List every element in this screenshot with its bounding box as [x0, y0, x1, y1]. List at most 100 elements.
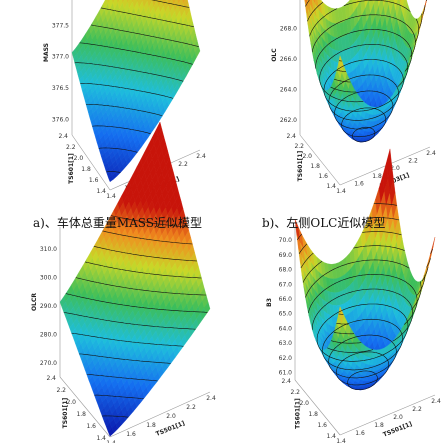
- z-tick-label: 376.0: [52, 116, 69, 123]
- contour-line: [74, 62, 184, 82]
- contour-lines: [74, 0, 199, 173]
- contour-line: [297, 203, 433, 254]
- contour-line: [110, 215, 189, 228]
- y-tick-label: 2.4: [46, 375, 56, 382]
- y-tick-label: 1.4: [96, 435, 106, 442]
- contour-line: [305, 259, 422, 335]
- z-tick-label: 68.0: [279, 267, 293, 274]
- y-axis-line: [59, 376, 111, 438]
- y-tick-label: 1.4: [326, 183, 336, 190]
- contour-line: [71, 332, 184, 347]
- x-tick-label: 1.4: [336, 188, 346, 195]
- x-tick-label: 2.0: [393, 414, 403, 421]
- contour-line: [305, 0, 426, 15]
- y-tick-label: 1.6: [86, 423, 96, 430]
- z-tick-label: 69.0: [279, 252, 293, 259]
- z-tick-label: 376.5: [52, 85, 69, 92]
- surface-patch: [177, 0, 181, 5]
- surface-mesh: [71, 0, 201, 183]
- x-axis-line: [109, 391, 211, 438]
- x-tick-label: 1.6: [355, 430, 365, 437]
- contour-line: [80, 83, 174, 99]
- y-tick-label: 2.0: [302, 153, 312, 160]
- contour-line: [300, 231, 429, 315]
- z-tick-label: 70.0: [279, 237, 293, 244]
- z-tick-label: 63.0: [279, 340, 293, 347]
- z-tick-label: 65.0: [279, 311, 293, 318]
- y-tick-label: 2.0: [299, 400, 309, 407]
- y-tick-label: 2.2: [56, 387, 66, 394]
- x-tick-label: 1.4: [106, 193, 116, 200]
- y-axis-label: TS601[1]: [295, 398, 302, 429]
- z-tick-label: 290.0: [40, 303, 57, 310]
- z-tick-label: 268.0: [280, 26, 297, 33]
- y-tick-label: 2.4: [58, 133, 68, 140]
- x-tick-label: 2.4: [426, 150, 436, 157]
- z-axis-label: OLCR: [31, 293, 38, 311]
- contour-lines: [63, 215, 208, 418]
- x-tick-label: 1.4: [106, 440, 116, 443]
- z-tick-label: 67.0: [279, 281, 293, 288]
- y-tick-label: 1.6: [318, 173, 328, 180]
- z-tick-label: 377.5: [52, 22, 69, 29]
- y-tick-label: 2.4: [286, 133, 296, 140]
- z-tick-label: 64.0: [279, 325, 293, 332]
- contour-line: [63, 312, 196, 330]
- contour-line: [151, 0, 190, 8]
- contour-line: [322, 318, 403, 371]
- contour-lines: [305, 0, 427, 143]
- x-tick-label: 1.8: [146, 422, 156, 429]
- y-tick-label: 1.8: [308, 411, 318, 418]
- z-axis-label: MASS: [43, 43, 50, 62]
- contour-line: [90, 24, 199, 47]
- y-tick-label: 1.8: [81, 166, 91, 173]
- surface-patch: [112, 0, 115, 4]
- z-tick-label: 264.0: [280, 86, 297, 93]
- z-tick-label: 280.0: [40, 331, 57, 338]
- y-tick-label: 2.0: [74, 155, 84, 162]
- contour-line: [302, 245, 426, 325]
- y-axis-label: TS601[1]: [297, 150, 304, 181]
- y-tick-label: 2.2: [66, 144, 76, 151]
- z-tick-label: 377.0: [52, 54, 69, 61]
- caption-b: b)、左侧OLC近似模型: [262, 216, 386, 230]
- x-axis-line: [339, 146, 431, 186]
- contour-line: [319, 44, 409, 103]
- contour-line: [98, 147, 138, 153]
- y-tick-label: 2.0: [66, 399, 76, 406]
- contour-line: [93, 246, 198, 262]
- z-tick-label: 310.0: [40, 246, 57, 253]
- contour-line: [341, 107, 387, 137]
- y-axis-line: [71, 134, 111, 191]
- z-axis-label: B3: [266, 298, 273, 307]
- contour-line: [312, 288, 413, 353]
- contour-line: [102, 230, 193, 245]
- surface-patch: [429, 237, 436, 260]
- contour-line: [106, 171, 121, 173]
- y-axis-line: [294, 379, 341, 436]
- surface-patch: [182, 0, 186, 5]
- surface-plot-2: 262.0 264.0 266.0 268.0 270.0 1.4 1.6 1.8 2.0 2.2…: [271, 0, 436, 195]
- y-axis-line: [299, 134, 341, 186]
- z-axis-label: OLC: [271, 48, 278, 62]
- y-tick-label: 1.8: [76, 411, 86, 418]
- x-tick-label: 2.0: [166, 413, 176, 420]
- contour-line: [315, 29, 412, 93]
- contour-line: [86, 104, 163, 117]
- z-tick-label: 61.0: [279, 370, 293, 377]
- y-tick-label: 2.2: [290, 389, 300, 396]
- axis-frame: [294, 225, 436, 436]
- x-tick-label: 2.2: [412, 406, 422, 413]
- y-tick-label: 1.6: [89, 177, 99, 184]
- contour-line: [86, 374, 158, 382]
- z-tick-label: 270.0: [280, 0, 297, 2]
- y-tick-label: 1.4: [326, 433, 336, 440]
- z-tick-label: 266.0: [280, 56, 297, 63]
- contour-line: [336, 351, 389, 386]
- x-tick-label: 2.2: [408, 158, 418, 165]
- surface-plot-3: 270.0280.0290.0300.0310.01.41.61.82.02.2…: [31, 121, 216, 443]
- contour-line: [85, 261, 202, 279]
- contour-line: [79, 42, 193, 65]
- x-tick-label: 2.2: [178, 161, 188, 168]
